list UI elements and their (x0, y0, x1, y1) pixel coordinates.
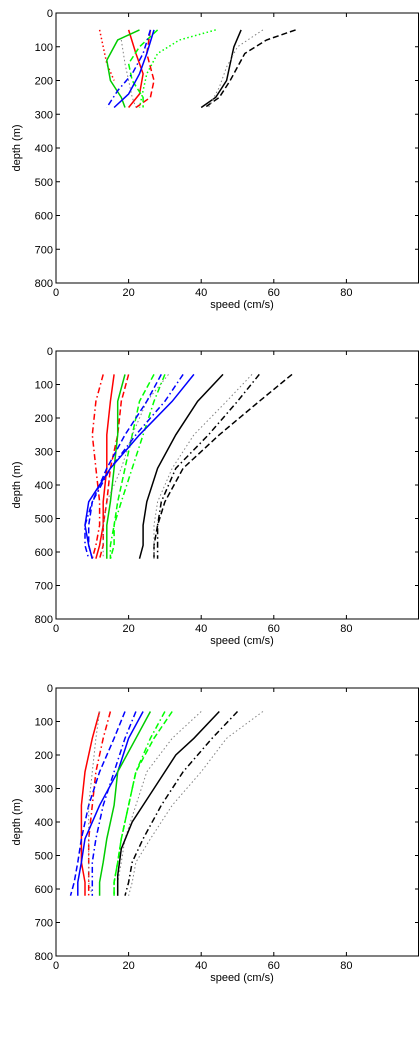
y-axis-label: depth (m) (11, 798, 23, 845)
series-line-2-13 (156, 373, 260, 559)
x-tick-label: 80 (340, 960, 352, 972)
series-line-3-5 (77, 711, 144, 896)
y-tick-label: 600 (35, 884, 53, 896)
series-line-2-14 (153, 374, 253, 559)
series-line-3-13 (128, 711, 264, 896)
series-line-2-5 (109, 374, 155, 559)
series-line-2-7 (109, 374, 166, 559)
series-line-2-12 (153, 373, 293, 559)
series-line-1-7 (113, 29, 155, 109)
x-tick-label: 60 (268, 287, 280, 299)
series-line-3-10 (117, 711, 202, 896)
y-tick-label: 300 (35, 784, 53, 796)
y-tick-label: 200 (35, 750, 53, 762)
y-tick-label: 100 (35, 380, 53, 392)
x-axis-label: speed (cm/s) (210, 299, 274, 311)
series-line-3-11 (116, 710, 220, 896)
y-tick-label: 200 (35, 76, 53, 88)
series-line-2-9 (84, 373, 184, 559)
series-line-3-8 (113, 711, 173, 896)
series-line-1-12 (208, 29, 264, 108)
axes-frame (55, 350, 419, 620)
series-line-1-5 (127, 29, 159, 108)
x-tick-label: 0 (53, 287, 59, 299)
series-line-1-3 (135, 29, 155, 109)
y-tick-label: 800 (35, 614, 53, 626)
y-tick-label: 600 (35, 211, 53, 223)
series-line-3-9 (113, 711, 166, 896)
x-tick-label: 80 (340, 287, 352, 299)
y-axis-label: depth (m) (11, 461, 23, 508)
y-tick-label: 700 (35, 918, 53, 930)
y-tick-label: 0 (47, 683, 53, 695)
series-line-3-7 (98, 711, 152, 896)
y-tick-label: 100 (35, 42, 53, 54)
series-line-3-4 (88, 711, 101, 896)
series-line-1-11 (204, 29, 296, 109)
y-tick-label: 100 (35, 717, 53, 729)
x-tick-label: 60 (268, 623, 280, 635)
x-tick-label: 40 (195, 623, 207, 635)
y-tick-label: 500 (35, 514, 53, 526)
y-tick-label: 700 (35, 244, 53, 256)
y-tick-label: 800 (35, 951, 53, 963)
x-tick-label: 0 (53, 960, 59, 972)
series-line-3-1 (80, 711, 101, 896)
series-line-1-4 (106, 29, 140, 108)
y-axis-label: depth (m) (11, 124, 23, 171)
x-tick-label: 40 (195, 960, 207, 972)
series-line-1-8 (106, 29, 152, 108)
y-tick-label: 600 (35, 547, 53, 559)
series-line-3-2 (87, 711, 112, 896)
y-tick-label: 400 (35, 480, 53, 492)
series-line-2-3 (98, 374, 130, 559)
y-tick-label: 0 (47, 8, 53, 20)
y-tick-label: 400 (35, 143, 53, 155)
x-tick-label: 0 (53, 623, 59, 635)
series-line-3-3 (69, 711, 126, 896)
y-tick-label: 500 (35, 851, 53, 863)
x-tick-label: 20 (122, 623, 134, 635)
series-line-2-6 (102, 374, 169, 559)
x-tick-label: 40 (195, 287, 207, 299)
x-tick-label: 20 (122, 287, 134, 299)
x-tick-label: 20 (122, 960, 134, 972)
series-line-1-1 (98, 29, 115, 81)
y-tick-label: 500 (35, 177, 53, 189)
x-tick-label: 60 (268, 960, 280, 972)
y-tick-label: 700 (35, 581, 53, 593)
y-tick-label: 200 (35, 413, 53, 425)
y-tick-label: 300 (35, 109, 53, 121)
y-tick-label: 400 (35, 817, 53, 829)
series-line-1-2 (127, 29, 144, 108)
x-tick-label: 80 (340, 623, 352, 635)
y-tick-label: 0 (47, 346, 53, 358)
series-line-2-11 (138, 373, 224, 559)
series-line-3-12 (124, 710, 239, 896)
series-line-2-1 (91, 374, 104, 559)
y-tick-label: 800 (35, 278, 53, 290)
series-line-1-9 (120, 39, 137, 108)
series-line-2-10 (87, 374, 162, 559)
x-axis-label: speed (cm/s) (210, 635, 274, 647)
x-axis-label: speed (cm/s) (210, 972, 274, 984)
y-tick-label: 300 (35, 447, 53, 459)
series-line-2-2 (95, 374, 115, 559)
series-line-2-4 (106, 374, 126, 559)
